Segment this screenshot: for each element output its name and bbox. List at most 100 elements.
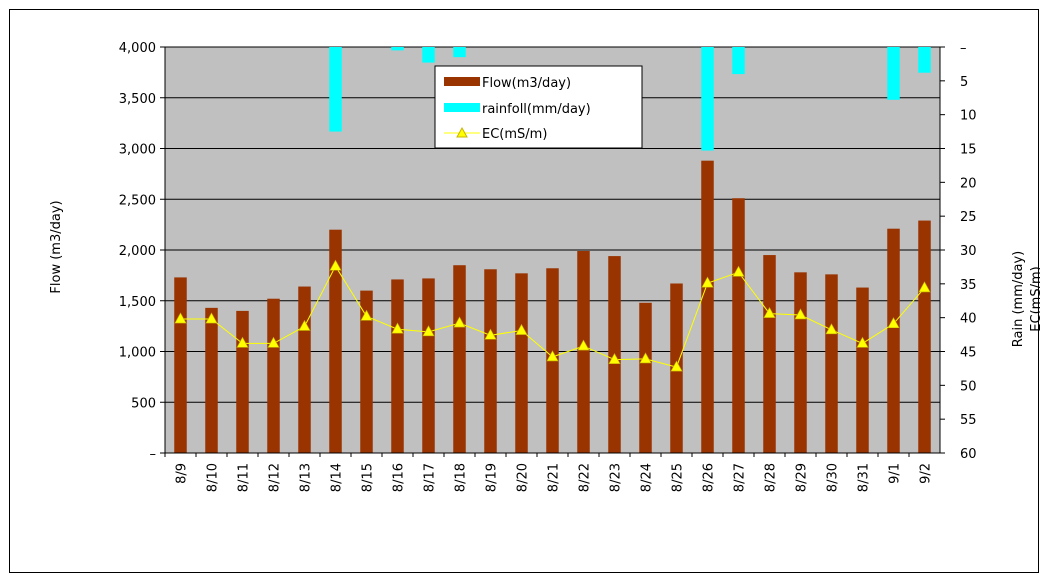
right-tick-label: – [960, 41, 967, 56]
ec-marker [298, 319, 311, 331]
chart-frame: –500 1,000 1,500 2,000 2,500 3,000 3,500 4,000 … [9, 9, 1040, 573]
right-tick-label: 15 [960, 143, 977, 158]
ec-marker [887, 317, 900, 329]
legend-swatch-flow [444, 77, 480, 86]
x-tick-label: 8/17 [423, 463, 438, 492]
rainfall-bars [329, 47, 931, 151]
legend-label-flow: Flow(m3/day) [482, 76, 571, 91]
ec-marker [236, 336, 249, 348]
ec-marker [267, 336, 280, 348]
flow-bar [825, 274, 838, 453]
legend-label-rainfall: rainfoll(mm/day) [482, 102, 591, 117]
flow-bar [267, 298, 280, 453]
right-axis-title-2: EC(mS/m) [1029, 266, 1040, 331]
rainfall-bar [391, 47, 404, 51]
flow-bar [856, 287, 869, 453]
x-tick-label: 8/22 [578, 463, 593, 492]
x-tick-label: 9/2 [919, 463, 934, 484]
legend-swatch-ec-marker [456, 126, 468, 138]
ec-marker [360, 309, 373, 321]
x-tick-label: 8/14 [330, 463, 345, 492]
x-tick-label: 8/23 [609, 463, 624, 492]
right-tick-label: 55 [960, 413, 977, 428]
right-tick-label: 10 [960, 109, 977, 124]
ec-marker [701, 276, 714, 288]
flow-bar [205, 307, 218, 453]
x-tick-label: 8/28 [764, 463, 779, 492]
rainfall-bar [422, 47, 435, 63]
flow-bar [236, 310, 249, 453]
ec-marker [205, 312, 218, 324]
flow-bar [422, 278, 435, 453]
legend-swatch-rainfall [444, 103, 480, 112]
rainfall-bar [887, 47, 900, 100]
left-axis-title: Flow (m3/day) [49, 200, 64, 293]
ec-marker [670, 360, 683, 372]
ec-marker [794, 308, 807, 320]
right-tick-label: 40 [960, 312, 977, 327]
rainfall-bar [329, 47, 342, 132]
ec-marker [484, 328, 497, 340]
rainfall-bar [453, 47, 466, 58]
ec-marker [174, 312, 187, 324]
right-tick-label: 50 [960, 379, 977, 394]
x-tick-label: 8/20 [516, 463, 531, 492]
flow-bar [515, 273, 528, 453]
flow-bar [887, 228, 900, 453]
ec-marker [732, 265, 745, 277]
x-tick-label: 8/10 [206, 463, 221, 492]
x-tick-label: 8/12 [268, 463, 283, 492]
left-tick-label: 500 [131, 396, 156, 411]
right-tick-label: 60 [960, 447, 977, 462]
x-tick-label: 8/18 [454, 463, 469, 492]
flow-bar [174, 277, 187, 453]
x-tick-label: 8/16 [392, 463, 407, 492]
right-tick-label: 20 [960, 176, 977, 191]
right-tick-label: 45 [960, 346, 977, 361]
x-tick-label: 8/13 [299, 463, 314, 492]
ec-marker [577, 339, 590, 351]
right-tick-label: 35 [960, 278, 977, 293]
flow-bar [918, 220, 931, 453]
x-tick-label: 8/11 [237, 463, 252, 492]
rainfall-bar [701, 47, 714, 151]
ec-marker [608, 352, 621, 364]
right-tick-label: 25 [960, 210, 977, 225]
ec-marker [546, 350, 559, 362]
left-tick-label: 4,000 [119, 41, 156, 56]
ec-line-series [174, 259, 931, 372]
flow-bar [329, 229, 342, 453]
rainfall-bar [732, 47, 745, 75]
x-tick-label: 8/26 [702, 463, 717, 492]
left-tick-label: 2,000 [119, 244, 156, 259]
ec-marker [391, 322, 404, 334]
flow-bar [453, 265, 466, 453]
flow-bar [298, 286, 311, 453]
flow-bar [732, 198, 745, 453]
flow-bar [701, 160, 714, 453]
x-tick-label: 8/27 [733, 463, 748, 492]
flow-bar [360, 290, 373, 453]
flow-bar [484, 269, 497, 453]
x-tick-label: 8/19 [485, 463, 500, 492]
rainfall-bar [918, 47, 931, 73]
left-tick-label: 3,500 [119, 92, 156, 107]
ec-marker [422, 325, 435, 337]
flow-bar [391, 279, 404, 453]
right-tick-label: 30 [960, 244, 977, 259]
x-tick-label: 8/9 [175, 463, 190, 484]
ec-marker [329, 259, 342, 271]
right-axis-title: Rain (mm/day) [1011, 251, 1026, 347]
ec-marker [856, 336, 869, 348]
x-tick-label: 9/1 [888, 463, 903, 484]
flow-bar [639, 302, 652, 453]
left-tick-label: 3,000 [119, 143, 156, 158]
x-tick-label: 8/30 [826, 463, 841, 492]
left-tick-label: 2,500 [119, 193, 156, 208]
x-tick-label: 8/25 [671, 463, 686, 492]
left-tick-label: 1,500 [119, 295, 156, 310]
right-tick-label: 5 [960, 75, 968, 90]
ec-marker [825, 323, 838, 335]
x-tick-label: 8/31 [857, 463, 872, 492]
flow-bar [763, 255, 776, 453]
